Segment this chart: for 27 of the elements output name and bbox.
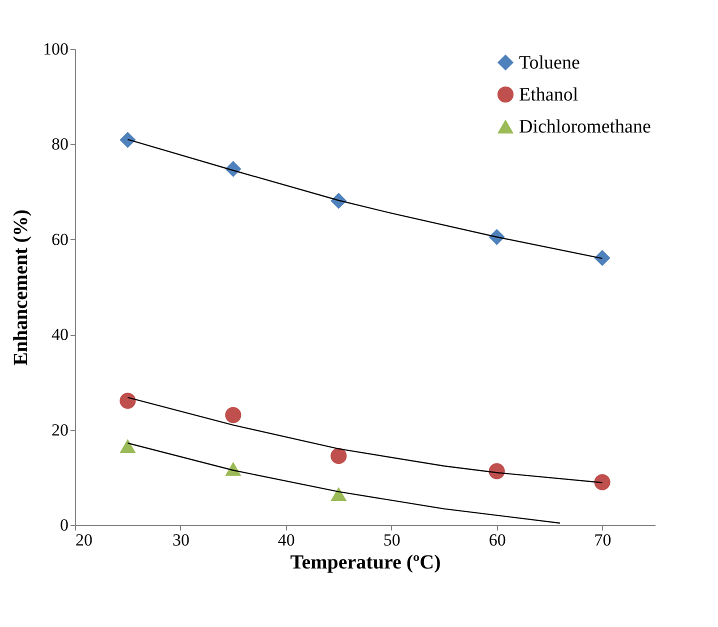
point xyxy=(594,474,610,490)
x-tick-label: 30 xyxy=(172,530,190,550)
y-tick-label: 60 xyxy=(52,230,68,249)
x-tick-label: 70 xyxy=(594,530,612,550)
x-axis-title: Temperature (ºC) xyxy=(290,552,441,574)
legend-label: Dichloromethane xyxy=(519,116,651,138)
legend-label: Ethanol xyxy=(519,84,578,106)
point xyxy=(120,392,136,409)
x-tick-label: 40 xyxy=(278,530,295,550)
legend-label: Toluene xyxy=(519,52,580,74)
x-tick-label: 60 xyxy=(488,530,506,550)
x-tick-label: 20 xyxy=(76,530,92,550)
y-tick-label: 100 xyxy=(43,40,68,58)
point xyxy=(488,463,505,480)
point xyxy=(225,407,242,424)
y-tick-label: 0 xyxy=(60,516,68,534)
y-tick-label: 20 xyxy=(52,420,68,440)
y-tick-label: 40 xyxy=(52,325,68,344)
point xyxy=(330,448,347,464)
y-tick-label: 80 xyxy=(52,134,68,154)
point xyxy=(120,439,136,453)
point xyxy=(120,132,136,148)
y-axis-title: Enhancement (%) xyxy=(10,209,32,366)
x-tick-label: 50 xyxy=(383,530,400,550)
point xyxy=(225,462,242,476)
point xyxy=(594,250,610,266)
point xyxy=(330,487,347,502)
